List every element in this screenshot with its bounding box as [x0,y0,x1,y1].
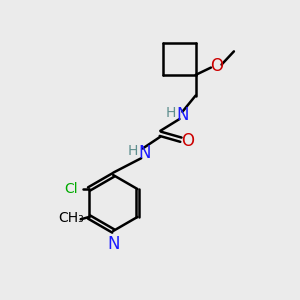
Text: N: N [139,144,151,162]
Text: Cl: Cl [64,182,77,196]
Text: N: N [177,106,189,124]
Text: O: O [181,132,194,150]
Text: O: O [210,57,223,75]
Text: H: H [128,144,138,158]
Text: N: N [107,235,119,253]
Text: CH₃: CH₃ [58,212,84,226]
Text: H: H [166,106,176,120]
